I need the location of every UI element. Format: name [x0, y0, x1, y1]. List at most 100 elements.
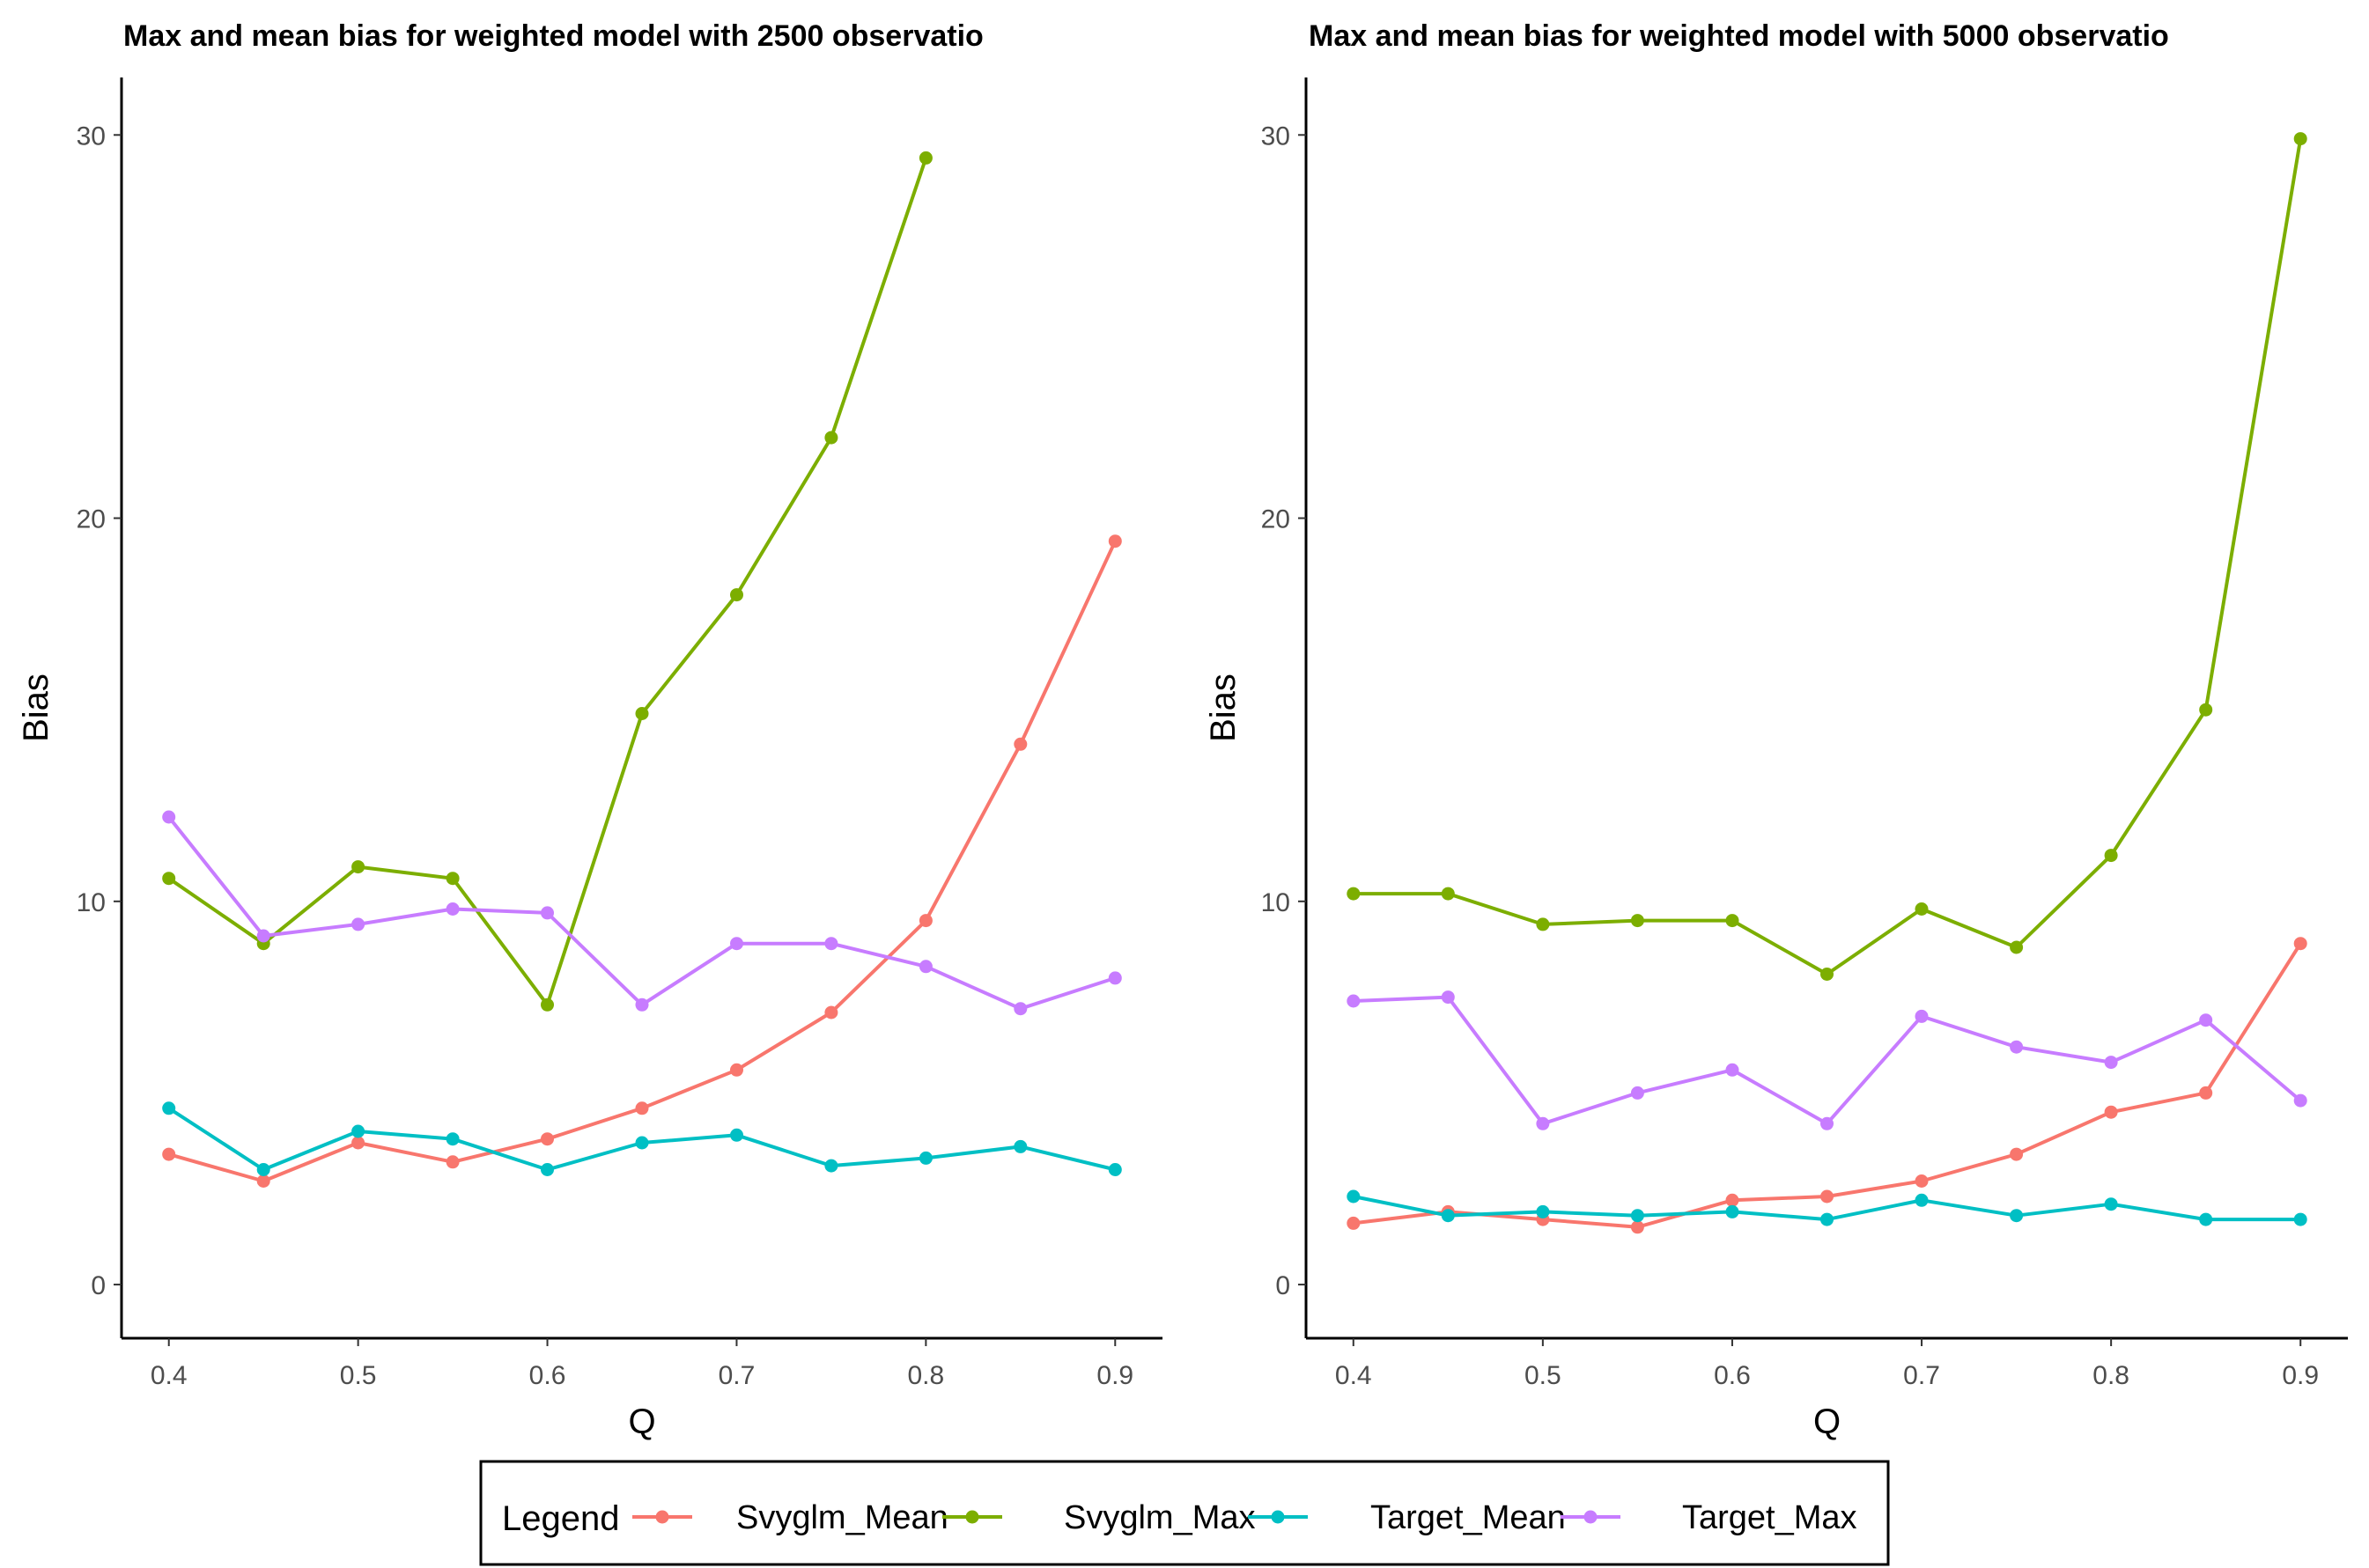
legend-box	[479, 1460, 1890, 1566]
x-tick-label: 0.6	[1714, 1361, 1751, 1390]
series-line	[1353, 138, 2303, 976]
legend-item-label: Target_Mean	[1370, 1499, 1566, 1536]
chart-panel-2: Max and mean bias for weighted model wit…	[1204, 19, 2348, 1441]
y-tick-label: 30	[77, 121, 106, 151]
data-point	[1915, 1009, 1929, 1023]
data-point	[351, 1136, 365, 1150]
data-point	[2010, 1040, 2024, 1054]
data-point	[1347, 994, 1361, 1008]
data-point	[919, 960, 933, 974]
data-point	[162, 810, 176, 824]
x-tick-label: 0.7	[719, 1361, 756, 1390]
data-point	[446, 1155, 460, 1169]
data-point	[541, 997, 554, 1012]
data-point	[1014, 1002, 1028, 1016]
series-svyglm-max	[162, 151, 933, 1012]
legend-item-target-mean: Target_Mean	[1248, 1499, 1566, 1536]
data-point	[1630, 1086, 1644, 1100]
x-tick-label: 0.8	[2092, 1361, 2129, 1390]
series-svyglm-max	[1347, 132, 2307, 981]
data-point	[1347, 1216, 1361, 1230]
chart-title: Max and mean bias for weighted model wit…	[123, 19, 984, 53]
data-point	[1915, 1193, 1929, 1207]
data-point	[2293, 1093, 2307, 1108]
data-point	[919, 1151, 933, 1165]
legend-item-svyglm-max: Svyglm_Max	[942, 1499, 1256, 1536]
data-point	[2104, 849, 2118, 863]
series-line	[167, 815, 1116, 1011]
data-point	[256, 1163, 270, 1176]
data-point	[2010, 940, 2024, 954]
data-point	[1915, 902, 1929, 916]
data-point	[446, 1132, 460, 1146]
data-point	[1820, 1116, 1834, 1130]
data-point	[2010, 1209, 2024, 1223]
data-point	[1630, 914, 1644, 928]
data-point	[2199, 1013, 2213, 1027]
data-point	[162, 1101, 176, 1115]
data-point	[541, 1163, 554, 1176]
x-tick-label: 0.9	[2282, 1361, 2319, 1390]
data-point	[635, 707, 649, 720]
x-tick-label: 0.6	[529, 1361, 566, 1390]
data-point	[1630, 1220, 1644, 1234]
data-point	[1441, 887, 1455, 901]
data-point	[256, 1174, 270, 1188]
data-point	[919, 914, 933, 928]
series-target-max	[162, 810, 1122, 1016]
y-tick-label: 30	[1261, 121, 1290, 151]
data-point	[351, 860, 365, 874]
x-axis-title: Q	[628, 1402, 655, 1441]
data-point	[1347, 1189, 1361, 1204]
x-tick-label: 0.4	[1335, 1361, 1372, 1390]
series-line	[168, 540, 1118, 1183]
data-point	[1014, 737, 1028, 751]
data-point	[730, 937, 743, 951]
data-point	[1820, 1189, 1834, 1204]
y-tick-label: 10	[1261, 888, 1290, 917]
data-point	[2010, 1147, 2024, 1161]
data-point	[2104, 1056, 2118, 1070]
x-tick-label: 0.4	[151, 1361, 188, 1390]
data-point	[2199, 703, 2213, 717]
data-point	[2293, 1212, 2307, 1226]
x-tick-label: 0.8	[908, 1361, 945, 1390]
series-svyglm-mean	[1347, 937, 2307, 1234]
chart-panel-1: Max and mean bias for weighted model wit…	[17, 19, 1162, 1441]
x-axis-title: Q	[1813, 1402, 1841, 1441]
legend-item-svyglm-mean: Svyglm_Mean	[632, 1499, 948, 1536]
chart-title: Max and mean bias for weighted model wit…	[1309, 19, 2169, 53]
data-point	[1536, 1116, 1550, 1130]
data-point	[162, 872, 176, 886]
legend: Legend Svyglm_Mean Svyglm_Max Target_Mean T…	[479, 1460, 1890, 1566]
data-point	[1441, 1209, 1455, 1223]
data-point	[1820, 968, 1834, 981]
y-tick-label: 10	[77, 888, 106, 917]
legend-title: Legend	[502, 1499, 619, 1538]
legend-key-point	[1271, 1510, 1285, 1524]
data-point	[2293, 132, 2307, 146]
legend-item-target-max: Target_Max	[1561, 1499, 1857, 1536]
data-point	[1915, 1174, 1929, 1188]
data-point	[256, 929, 270, 943]
data-point	[730, 588, 743, 602]
series-line	[1353, 995, 2302, 1126]
data-point	[541, 906, 554, 920]
series-target-mean	[1347, 1189, 2307, 1226]
data-point	[635, 1136, 649, 1150]
data-point	[730, 1128, 743, 1142]
y-axis-title: Bias	[1204, 674, 1243, 742]
data-point	[541, 1132, 554, 1146]
data-point	[1014, 1139, 1028, 1153]
legend-key-point	[965, 1510, 979, 1524]
data-point	[824, 1159, 838, 1173]
y-tick-label: 20	[1261, 505, 1290, 534]
x-tick-label: 0.9	[1096, 1361, 1133, 1390]
series-line	[167, 157, 928, 1007]
legend-key-point	[1583, 1510, 1598, 1524]
data-point	[351, 1124, 365, 1138]
data-point	[919, 151, 933, 165]
data-point	[635, 997, 649, 1012]
data-point	[2104, 1105, 2118, 1119]
data-point	[1347, 887, 1361, 901]
